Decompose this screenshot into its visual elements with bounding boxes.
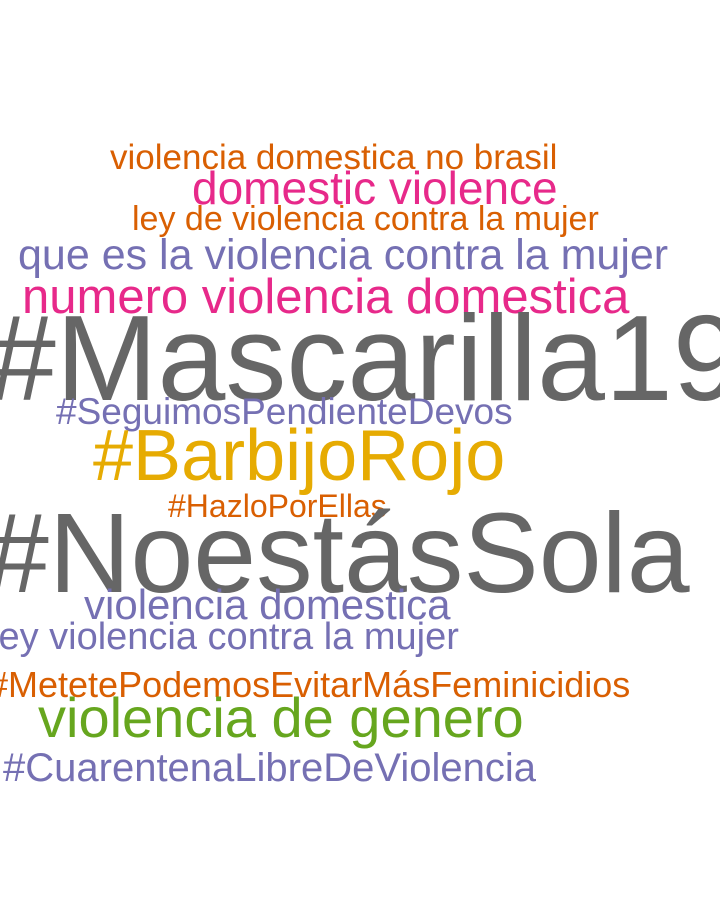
word-noestas-sola: #NoestásSola <box>0 490 690 616</box>
word-seguimos-pendiente-devos: #SeguimosPendienteDevos <box>56 391 513 432</box>
word-cuarentena-libre-de-violencia: #CuarentenaLibreDeViolencia <box>3 746 536 790</box>
word-violencia-domestica-no-brasil: violencia domestica no brasil <box>110 138 558 177</box>
word-barbijo-rojo: #BarbijoRojo <box>93 416 506 496</box>
word-violencia-de-genero: violencia de genero <box>38 686 524 749</box>
word-que-es-la-violencia-contra-la-mujer: que es la violencia contra la mujer <box>18 231 669 279</box>
word-domestic-violence: domestic violence <box>192 162 558 214</box>
word-ley-violencia-contra-la-mujer: ley violencia contra la mujer <box>0 616 459 658</box>
word-ley-de-violencia-contra-la-mujer: ley de violencia contra la mujer <box>132 200 599 238</box>
word-mascarilla19: #Mascarilla19 <box>0 290 720 426</box>
word-numero-violencia-domestica: numero violencia domestica <box>22 270 630 324</box>
word-metete-podemos-evitar-mas-feminicidios: #MetetePodemosEvitarMásFeminicidios <box>0 664 631 705</box>
word-violencia-domestica: violencia domestica <box>84 581 451 628</box>
word-hazlo-por-ellas: #HazloPorEllas <box>168 488 387 524</box>
